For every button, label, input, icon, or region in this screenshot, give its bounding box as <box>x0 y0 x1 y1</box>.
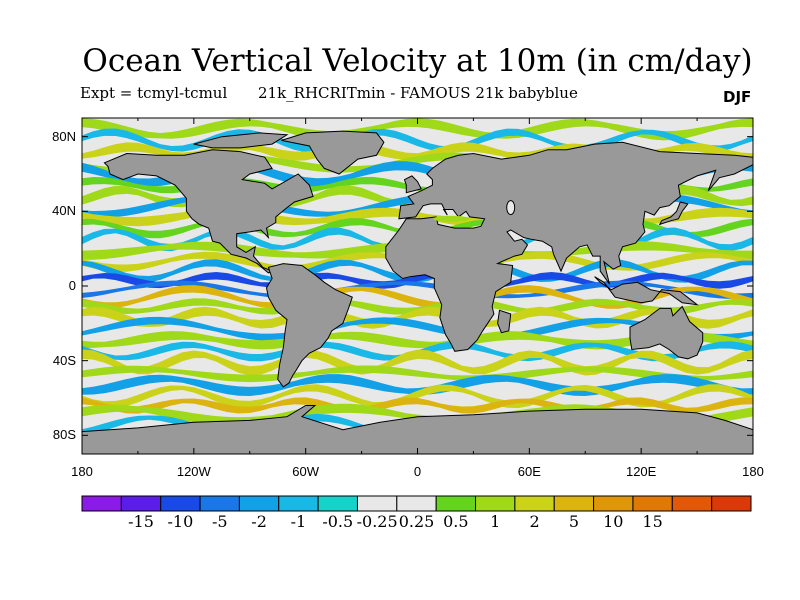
colorbar-label: 0.25 <box>398 512 435 531</box>
colorbar-label: 1 <box>490 512 501 531</box>
colorbar <box>81 495 752 512</box>
colorbar-label: 2 <box>529 512 540 531</box>
velocity-band <box>82 365 753 383</box>
colorbar-label: 5 <box>568 512 579 531</box>
lat-label: 40S <box>52 352 76 368</box>
colorbar-label: -15 <box>128 512 154 531</box>
experiment-label: Expt = tcmyl-tcmul <box>80 84 228 102</box>
colorbar-swatch <box>514 495 555 512</box>
lat-label: 0 <box>68 278 76 293</box>
colorbar-swatch <box>632 495 673 512</box>
land-arctic-islands <box>193 132 289 149</box>
colorbar-label: -0.5 <box>322 512 354 531</box>
caspian-sea <box>506 200 516 216</box>
colorbar-label: 10 <box>603 512 624 531</box>
land-uk <box>403 175 422 194</box>
chart-title: Ocean Vertical Velocity at 10m (in cm/da… <box>82 43 753 79</box>
colorbar-label: -1 <box>290 512 307 531</box>
colorbar-label: 15 <box>642 512 663 531</box>
velocity-band <box>82 384 753 409</box>
colorbar-label: -0.25 <box>356 512 398 531</box>
mediterranean-sea <box>433 215 470 222</box>
velocity-band <box>82 316 753 341</box>
colorbar-swatch <box>81 495 122 512</box>
colorbar-swatch <box>553 495 595 512</box>
land-masses <box>82 130 753 454</box>
axis-ticks <box>81 118 754 454</box>
velocity-band <box>82 298 753 315</box>
experiment-description: 21k_RHCRITmin - FAMOUS 21k babyblue <box>258 84 578 102</box>
land-indonesia <box>594 276 699 306</box>
land-south-america <box>265 263 353 388</box>
lon-label: 60E <box>517 464 541 479</box>
lon-label: 60W <box>292 464 320 479</box>
colorbar-swatch <box>396 495 437 512</box>
colorbar-label: -5 <box>211 512 228 531</box>
lon-label: 0 <box>413 464 422 479</box>
colorbar-swatch <box>435 495 477 512</box>
colorbar-swatch <box>160 495 201 512</box>
colorbar-swatch <box>120 495 162 512</box>
land-eurasia-africa <box>385 141 753 352</box>
velocity-band <box>82 280 753 299</box>
colorbar-swatch <box>317 495 358 512</box>
land-madagascar <box>497 309 512 334</box>
lat-label: 80S <box>52 427 76 443</box>
land-japan <box>658 201 689 226</box>
velocity-band <box>82 118 753 131</box>
colorbar-swatch <box>593 495 634 512</box>
colorbar-swatch <box>356 495 398 512</box>
colorbar-swatch <box>671 495 713 512</box>
colorbar-swatch <box>199 495 240 512</box>
land-greenland <box>281 130 385 175</box>
colorbar-label: 0.5 <box>443 512 469 531</box>
colorbar-label: -10 <box>167 512 194 531</box>
land-australia <box>629 305 704 360</box>
land-antarctica <box>82 405 753 454</box>
velocity-band <box>82 118 753 141</box>
colorbar-swatch <box>711 495 752 512</box>
lon-label: 180 <box>742 464 764 479</box>
colorbar-swatch <box>278 495 319 512</box>
colorbar-label: -2 <box>251 512 267 531</box>
season-label: DJF <box>723 88 752 106</box>
colorbar-swatch <box>238 495 280 512</box>
lat-label: 80N <box>52 128 76 144</box>
land-north-america <box>103 149 314 274</box>
lon-label: 180 <box>71 464 93 479</box>
lon-label: 120E <box>625 464 657 479</box>
colorbar-swatch <box>475 495 516 512</box>
lat-label: 40N <box>52 203 76 219</box>
lon-label: 120W <box>176 464 211 479</box>
